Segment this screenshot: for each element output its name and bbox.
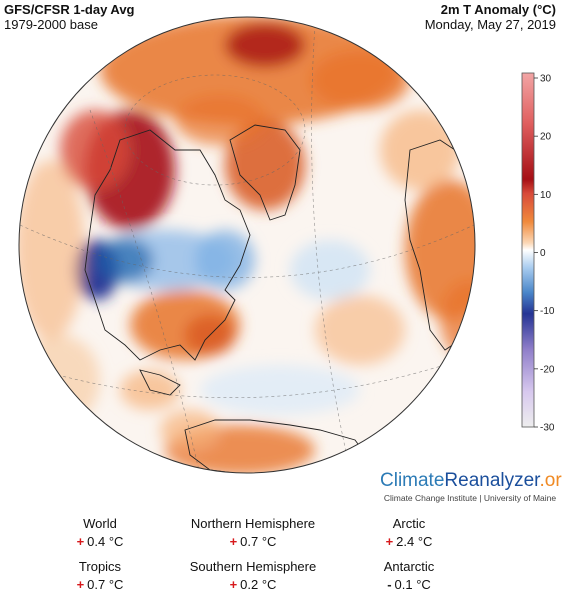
stat-value: 0.7 °C xyxy=(240,534,277,549)
colorbar-tick-label: 20 xyxy=(540,132,552,143)
stat-value: 2.4 °C xyxy=(396,534,433,549)
colorbar-tick-label: -10 xyxy=(540,306,555,317)
stat-southern-hemisphere: Southern Hemisphere +0.2 °C xyxy=(163,558,343,594)
stat-world: World +0.4 °C xyxy=(10,515,190,551)
stat-sign: - xyxy=(387,577,392,592)
brand-name-org: .org xyxy=(539,470,562,491)
colorbar-tick-label: -30 xyxy=(540,423,555,434)
globe-outline xyxy=(18,16,476,474)
brand-name-climate: Climate xyxy=(380,470,445,491)
colorbar-tick-label: 10 xyxy=(540,190,552,201)
globe-disc xyxy=(19,17,475,473)
date-label: Monday, May 27, 2019 xyxy=(424,17,556,32)
graticule xyxy=(19,24,475,473)
stat-sign: + xyxy=(76,577,85,592)
brand-subtitle: Climate Change Institute | University of… xyxy=(383,493,557,503)
stat-label: Antarctic xyxy=(383,559,435,574)
map-title: GFS/CFSR 1-day Avg xyxy=(4,2,135,17)
stat-label: Arctic xyxy=(392,516,426,531)
anomaly-field xyxy=(19,17,475,473)
stat-tropics: Tropics +0.7 °C xyxy=(10,558,190,594)
stat-antarctic: Antarctic -0.1 °C xyxy=(319,558,499,594)
brand-name-reanalyzer: Reanalyzer xyxy=(444,470,540,491)
stat-value: 0.7 °C xyxy=(87,577,124,592)
stat-northern-hemisphere: Northern Hemisphere +0.7 °C xyxy=(163,515,343,551)
stat-arctic: Arctic +2.4 °C xyxy=(319,515,499,551)
variable-title: 2m T Anomaly (°C) xyxy=(440,2,556,17)
colorbar-gradient xyxy=(521,72,535,428)
colorbar-tick-label: -20 xyxy=(540,364,555,375)
stat-sign: + xyxy=(385,534,394,549)
stat-sign: + xyxy=(229,534,238,549)
baseline-label: 1979-2000 base xyxy=(4,17,98,32)
header-left: GFS/CFSR 1-day Avg 1979-2000 base xyxy=(4,2,135,32)
stat-value: 0.4 °C xyxy=(87,534,124,549)
brand-logo: ClimateReanalyzer.org Climate Change Ins… xyxy=(380,470,562,503)
stat-sign: + xyxy=(76,534,85,549)
stat-value: 0.2 °C xyxy=(240,577,277,592)
stat-label: Northern Hemisphere xyxy=(190,516,316,531)
stat-label: World xyxy=(83,516,117,531)
colorbar-tick-label: 0 xyxy=(540,248,546,259)
stat-value: 0.1 °C xyxy=(394,577,431,592)
header-right: 2m T Anomaly (°C) Monday, May 27, 2019 xyxy=(425,2,556,32)
stat-label: Tropics xyxy=(78,559,122,574)
stat-sign: + xyxy=(229,577,238,592)
stat-label: Southern Hemisphere xyxy=(189,559,317,574)
colorbar-tick-label: 30 xyxy=(540,74,552,85)
